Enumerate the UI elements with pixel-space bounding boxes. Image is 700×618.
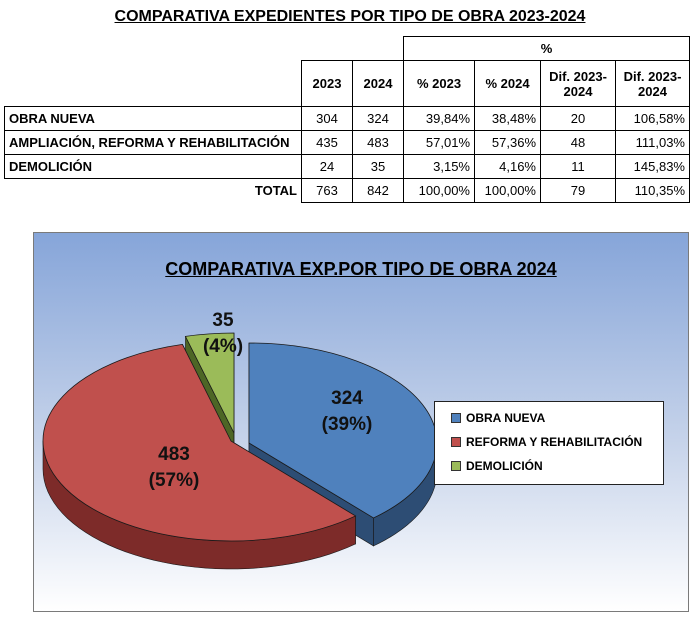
pie-slice: [42, 343, 357, 542]
row-label: AMPLIACIÓN, REFORMA Y REHABILITACIÓN: [4, 130, 302, 155]
total-label: TOTAL: [4, 178, 302, 203]
total-2024: 842: [352, 178, 404, 203]
row-label: DEMOLICIÓN: [4, 154, 302, 179]
header-dif-pct: Dif. 2023-2024: [615, 60, 690, 107]
slice-value-label: 35: [212, 310, 234, 331]
slice-value-label: 483: [158, 444, 190, 465]
pie-slice: [184, 332, 235, 434]
cell-2023: 24: [301, 154, 353, 179]
cell-pct-2023: 57,01%: [403, 130, 475, 155]
cell-dif-pct: 145,83%: [615, 154, 690, 179]
slice-percent-label: (57%): [149, 470, 200, 491]
table-row: AMPLIACIÓN, REFORMA Y REHABILITACIÓN 435…: [4, 130, 690, 155]
header-2024: 2024: [352, 60, 404, 107]
slice-percent-label: (39%): [322, 414, 373, 435]
pie-slice: [248, 342, 438, 519]
legend-swatch: [451, 413, 461, 423]
cell-dif: 11: [540, 154, 616, 179]
cell-2024: 324: [352, 106, 404, 131]
total-pct-2024: 100,00%: [474, 178, 541, 203]
table-row: OBRA NUEVA 304 324 39,84% 38,48% 20 106,…: [4, 106, 690, 131]
cell-pct-2023: 3,15%: [403, 154, 475, 179]
group-header-row: %: [5, 36, 690, 61]
cell-pct-2024: 57,36%: [474, 130, 541, 155]
comparison-table: % 2023 2024 % 2023 % 2024 Dif. 2023-2024…: [4, 36, 690, 203]
legend-label: OBRA NUEVA: [466, 411, 546, 425]
cell-pct-2024: 4,16%: [474, 154, 541, 179]
legend-label: REFORMA Y REHABILITACIÓN: [466, 435, 643, 449]
legend-item-demolicion: DEMOLICIÓN: [451, 458, 543, 474]
row-label: OBRA NUEVA: [4, 106, 302, 131]
cell-dif: 20: [540, 106, 616, 131]
legend-swatch: [451, 437, 461, 447]
cell-2024: 483: [352, 130, 404, 155]
cell-dif: 48: [540, 130, 616, 155]
cell-dif-pct: 106,58%: [615, 106, 690, 131]
page-title: COMPARATIVA EXPEDIENTES POR TIPO DE OBRA…: [114, 8, 586, 25]
header-pct-2023: % 2023: [403, 60, 475, 107]
cell-pct-2023: 39,84%: [403, 106, 475, 131]
legend-item-reforma: REFORMA Y REHABILITACIÓN: [451, 434, 642, 450]
total-dif: 79: [540, 178, 616, 203]
cell-2024: 35: [352, 154, 404, 179]
header-pct-2024: % 2024: [474, 60, 541, 107]
legend-item-obra-nueva: OBRA NUEVA: [451, 410, 545, 426]
chart-title: COMPARATIVA EXP.POR TIPO DE OBRA 2024: [165, 259, 557, 279]
slice-percent-label: (4%): [203, 336, 243, 357]
cell-2023: 304: [301, 106, 353, 131]
table-row: DEMOLICIÓN 24 35 3,15% 4,16% 11 145,83%: [4, 154, 690, 179]
percent-group-header: %: [403, 36, 690, 61]
cell-2023: 435: [301, 130, 353, 155]
slice-value-label: 324: [331, 388, 363, 409]
header-2023: 2023: [301, 60, 353, 107]
cell-pct-2024: 38,48%: [474, 106, 541, 131]
cell-dif-pct: 111,03%: [615, 130, 690, 155]
legend-label: DEMOLICIÓN: [466, 459, 543, 473]
legend-swatch: [451, 461, 461, 471]
total-dif-pct: 110,35%: [615, 178, 690, 203]
pie-chart-container: COMPARATIVA EXP.POR TIPO DE OBRA 2024 32…: [33, 232, 689, 612]
pie-chart: 324 (39%) 483 (57%) 35 (4%): [42, 310, 438, 570]
header-dif: Dif. 2023-2024: [540, 60, 616, 107]
header-row: 2023 2024 % 2023 % 2024 Dif. 2023-2024 D…: [4, 60, 690, 107]
total-pct-2023: 100,00%: [403, 178, 475, 203]
chart-legend: OBRA NUEVA REFORMA Y REHABILITACIÓN DEMO…: [434, 401, 664, 485]
total-2023: 763: [301, 178, 353, 203]
total-row: TOTAL 763 842 100,00% 100,00% 79 110,35%: [4, 178, 690, 203]
